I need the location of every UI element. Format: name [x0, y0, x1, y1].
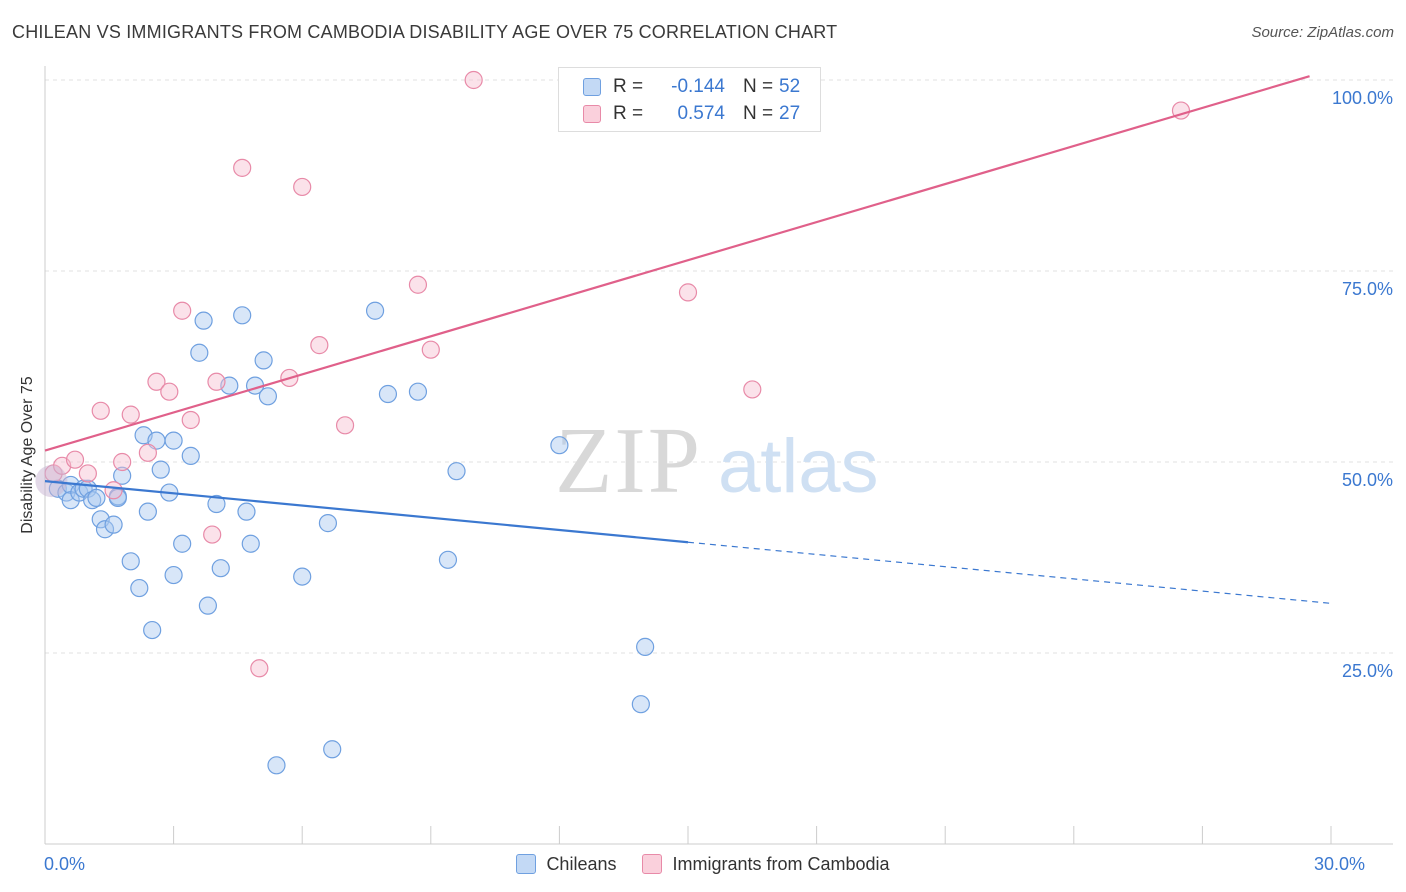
legend-swatch-cambodia [583, 105, 601, 123]
data-points [35, 70, 1191, 775]
y-tick-label: 50.0% [1342, 470, 1393, 490]
legend-r-label: R = [613, 76, 644, 97]
legend-n-value: 52 [779, 76, 801, 97]
point-cambodia [91, 401, 110, 420]
legend-n-label: N = [743, 76, 774, 97]
point-chileans [113, 466, 132, 485]
point-chileans [636, 637, 655, 656]
point-chileans [293, 567, 312, 586]
point-cambodia [207, 372, 226, 391]
legend-item-cambodia[interactable]: Immigrants from Cambodia [642, 853, 890, 875]
legend-row-chileans: R = -0.144 N = 52 [583, 75, 800, 99]
grid-lines [45, 79, 1393, 654]
point-chileans [87, 488, 106, 508]
legend-swatch-cambodia [642, 854, 663, 874]
point-chileans [318, 514, 338, 533]
point-chileans [104, 515, 123, 534]
point-cambodia [293, 177, 312, 197]
point-cambodia [121, 405, 140, 424]
trend-line-cambodia [44, 75, 1310, 452]
point-cambodia [464, 70, 483, 90]
point-chileans [194, 311, 213, 330]
legend-swatch-chileans [583, 78, 601, 96]
point-chileans [447, 462, 466, 481]
point-cambodia [65, 450, 85, 469]
point-cambodia [310, 336, 329, 355]
x-tick-label: 0.0% [44, 854, 85, 874]
trend-line-chileans-extension [687, 541, 1332, 604]
legend-r-label: R = [613, 103, 644, 124]
legend-r-value: -0.144 [671, 76, 725, 97]
legend-n-value: 27 [779, 103, 801, 124]
trend-lines [44, 75, 1332, 604]
point-chileans [365, 301, 385, 320]
point-chileans [130, 578, 149, 598]
series-legend: Chileans Immigrants from Cambodia [0, 852, 1406, 876]
point-chileans [173, 534, 192, 553]
point-chileans [151, 460, 170, 479]
watermark: ZIP atlas [555, 409, 879, 513]
point-chileans [198, 596, 217, 615]
point-cambodia [147, 372, 166, 391]
correlation-legend: R = -0.144 N = 52 R = 0.574 N = 27 [558, 67, 821, 132]
point-chileans [241, 534, 260, 553]
trend-line-chileans [44, 480, 689, 544]
point-cambodia [233, 158, 252, 177]
watermark-zip: ZIP [555, 409, 702, 513]
point-cambodia [78, 464, 97, 483]
point-cambodia [181, 410, 200, 430]
point-chileans [254, 351, 273, 370]
y-tick-label: 100.0% [1332, 88, 1393, 108]
point-chileans [164, 431, 183, 450]
point-cambodia [160, 382, 179, 401]
point-cambodia [104, 481, 123, 500]
point-cambodia [743, 380, 762, 399]
source-label: Source: ZipAtlas.com [1251, 24, 1394, 41]
point-cambodia [408, 275, 428, 294]
y-tick-label: 25.0% [1342, 661, 1393, 681]
legend-item-chileans[interactable]: Chileans [516, 854, 616, 875]
point-chileans [190, 343, 209, 362]
axes [44, 66, 1393, 845]
point-chileans [258, 387, 278, 406]
chart-title: CHILEAN VS IMMIGRANTS FROM CAMBODIA DISA… [12, 22, 838, 42]
legend-r-value: 0.574 [677, 103, 725, 124]
legend-n-label: N = [743, 103, 774, 124]
point-chileans [95, 520, 115, 539]
point-chileans [207, 494, 226, 514]
watermark-atlas: atlas [718, 424, 879, 509]
point-chileans [211, 559, 230, 578]
point-chileans [121, 552, 140, 571]
legend-label-chileans: Chileans [546, 853, 617, 874]
point-cambodia [678, 283, 698, 302]
point-cambodia [203, 525, 222, 544]
point-cambodia [421, 340, 440, 359]
point-chileans [138, 502, 157, 521]
point-chileans [164, 565, 183, 585]
point-chileans [181, 446, 200, 465]
y-tick-label: 75.0% [1342, 279, 1393, 299]
point-chileans [237, 502, 256, 521]
point-chileans [143, 620, 162, 640]
legend-swatch-chileans [516, 854, 537, 874]
point-cambodia [335, 416, 355, 435]
point-chileans [233, 306, 252, 325]
point-chileans [631, 695, 650, 714]
point-cambodia [173, 301, 192, 320]
point-chileans [267, 756, 286, 775]
point-chileans [323, 740, 342, 759]
point-cambodia [138, 443, 157, 462]
point-chileans [378, 384, 398, 404]
legend-row-cambodia: R = 0.574 N = 27 [583, 102, 800, 126]
point-chileans [438, 550, 458, 569]
tick-labels: 25.0% 50.0% 75.0% 100.0% 0.0% 30.0% [44, 88, 1393, 874]
point-chileans [408, 382, 428, 401]
x-tick-label: 30.0% [1314, 854, 1365, 874]
point-chileans [550, 436, 569, 455]
point-cambodia [250, 659, 269, 678]
point-cambodia [113, 452, 132, 472]
legend-label-cambodia: Immigrants from Cambodia [672, 853, 890, 874]
